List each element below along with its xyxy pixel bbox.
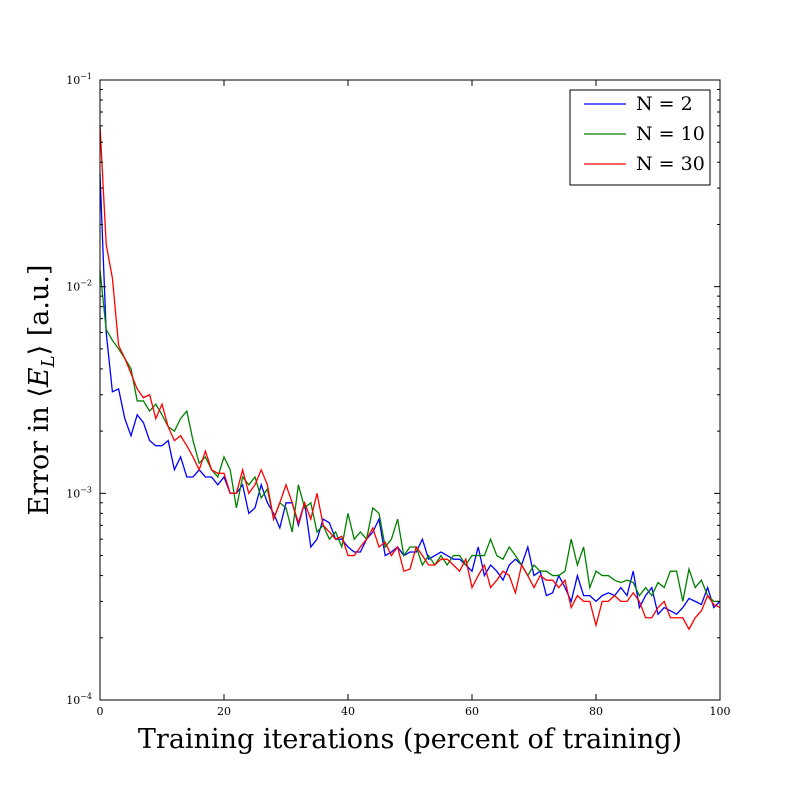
- legend-box: [569, 89, 711, 186]
- y-tick-label: 10−1: [66, 72, 92, 87]
- plot-frame: [99, 79, 721, 701]
- y-tick-label: 10−4: [66, 692, 92, 707]
- legend: N = 2 N = 10 N = 30: [569, 89, 711, 186]
- x-tick-label: 100: [710, 705, 731, 718]
- series-line-1-n2: [99, 174, 721, 616]
- x-axis-label: Training iterations (percent of training…: [138, 724, 682, 755]
- legend-label: N = 30: [636, 153, 705, 175]
- x-tick-label: 0: [97, 705, 104, 718]
- series-layer: [99, 125, 721, 631]
- y-tick-label: 10−3: [66, 485, 92, 500]
- x-tick-label: 40: [341, 705, 355, 718]
- legend-label: N = 2: [636, 93, 693, 115]
- y-axis-label: Error in ⟨EL⟩ [a.u.]: [24, 265, 59, 516]
- x-tick-label: 60: [465, 705, 479, 718]
- y-tick-label: 10−2: [66, 279, 92, 294]
- x-tick-label: 20: [217, 705, 231, 718]
- legend-label: N = 10: [636, 123, 705, 145]
- series-line-3-n30: [99, 125, 721, 631]
- x-tick-label: 80: [589, 705, 603, 718]
